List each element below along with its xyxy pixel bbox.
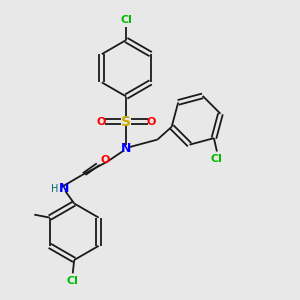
Text: H: H [51,184,58,194]
Text: O: O [146,117,156,127]
Text: O: O [97,117,106,127]
Text: S: S [121,115,131,129]
Text: N: N [58,182,69,195]
Text: Cl: Cl [211,154,223,164]
Text: Cl: Cl [67,276,79,286]
Text: O: O [100,154,110,164]
Text: N: N [121,142,131,155]
Text: Cl: Cl [120,15,132,25]
